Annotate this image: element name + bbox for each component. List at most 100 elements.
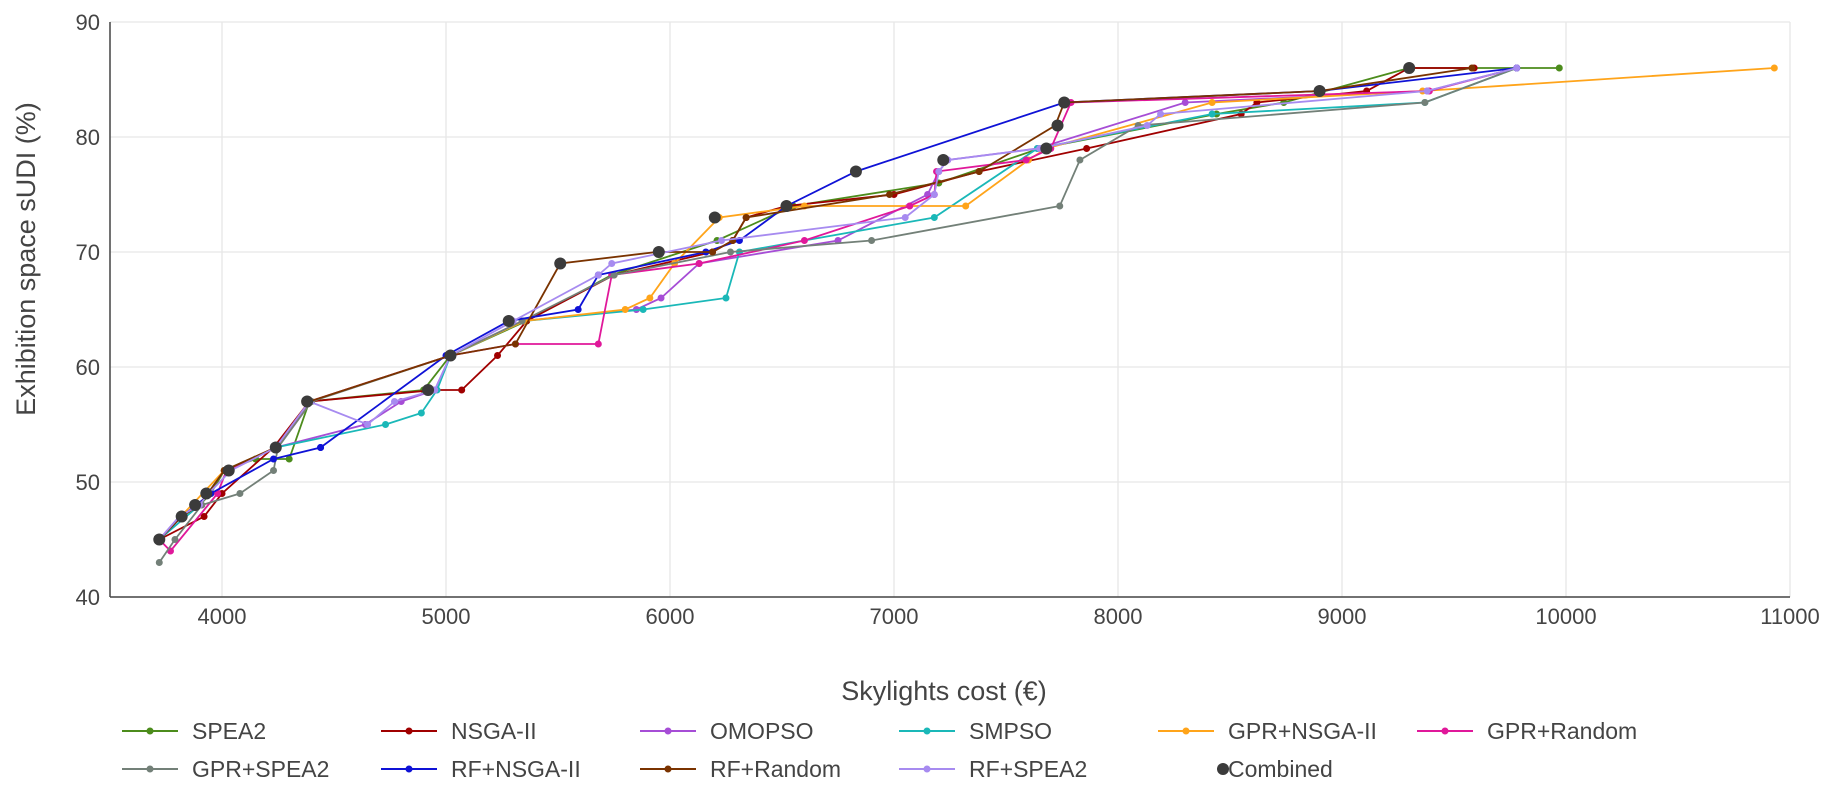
data-point	[657, 294, 665, 302]
legend-swatch-marker	[405, 727, 413, 735]
legend-item[interactable]: NSGA-II	[381, 718, 537, 744]
x-tick-label: 6000	[646, 604, 695, 629]
data-point	[1143, 122, 1151, 129]
combined-point	[849, 165, 862, 178]
data-point	[594, 340, 602, 348]
x-tick-label: 11000	[1760, 604, 1820, 629]
data-point	[1555, 64, 1563, 72]
data-point	[1421, 99, 1429, 106]
data-point	[417, 409, 425, 417]
series-line	[158, 67, 1518, 541]
combined-point	[189, 499, 202, 511]
x-axis-label: Skylights cost (€)	[841, 676, 1047, 706]
legend-label: GPR+Random	[1487, 718, 1637, 744]
legend-item[interactable]: OMOPSO	[640, 718, 814, 744]
data-point	[709, 248, 717, 256]
data-point	[718, 237, 726, 244]
series-rf-spea2	[155, 64, 1521, 543]
series-line	[158, 67, 1475, 541]
data-point	[594, 271, 602, 279]
combined-point	[222, 464, 235, 477]
data-point	[1208, 110, 1216, 118]
combined-series	[153, 62, 1416, 546]
legend-item[interactable]: RF+NSGA-II	[381, 756, 581, 782]
legend-swatch-marker	[923, 727, 931, 735]
data-point	[621, 306, 629, 313]
combined-point	[708, 211, 721, 224]
series-line	[158, 67, 1518, 564]
series-smpso	[155, 64, 1521, 543]
combined-point	[269, 441, 282, 454]
series-gpr-spea2	[155, 64, 1521, 566]
combined-point	[153, 533, 166, 546]
data-point	[200, 513, 208, 520]
data-point	[930, 214, 938, 221]
data-point	[270, 467, 278, 474]
legend-swatch-marker	[664, 727, 672, 735]
combined-point	[937, 154, 950, 166]
data-point	[458, 386, 466, 394]
legend-item[interactable]: Combined	[1217, 756, 1333, 782]
data-point	[886, 191, 894, 198]
data-point	[726, 248, 734, 256]
data-point	[930, 191, 938, 198]
data-point	[1423, 87, 1431, 95]
combined-point	[554, 257, 567, 270]
data-point	[742, 214, 750, 221]
series-omopso	[155, 64, 1521, 543]
series-layer	[155, 64, 1778, 566]
data-point	[364, 421, 372, 428]
legend-item[interactable]: GPR+Random	[1417, 718, 1637, 744]
series-line	[158, 67, 1517, 541]
x-tick-label: 8000	[1094, 604, 1143, 629]
legend-item[interactable]: RF+Random	[640, 756, 841, 782]
data-point	[171, 536, 179, 543]
legend-swatch-marker	[146, 727, 154, 735]
legend-label: NSGA-II	[451, 718, 537, 744]
x-tick-label: 7000	[870, 604, 919, 629]
series-line	[158, 67, 1517, 553]
data-point	[1181, 99, 1189, 106]
legend-item[interactable]: RF+SPEA2	[899, 756, 1087, 782]
legend-label: RF+NSGA-II	[451, 756, 581, 782]
legend-label: GPR+SPEA2	[192, 756, 329, 782]
x-tick-label: 10000	[1535, 604, 1596, 629]
series-gpr-nsga-ii	[155, 64, 1778, 543]
x-tick-label: 9000	[1318, 604, 1367, 629]
combined-point	[1058, 96, 1071, 109]
data-point	[236, 490, 244, 497]
data-point	[695, 260, 703, 267]
y-axis-label: Exhibition space sUDI (%)	[11, 102, 41, 416]
x-tick-label: 4000	[198, 604, 247, 629]
series-rf-random	[155, 64, 1476, 543]
y-tick-label: 40	[76, 585, 100, 610]
data-point	[285, 455, 293, 463]
legend-item[interactable]: SPEA2	[122, 718, 266, 744]
legend-swatch	[1217, 763, 1229, 775]
data-point	[574, 306, 582, 313]
combined-point	[1403, 62, 1416, 74]
series-line	[158, 67, 1517, 541]
data-point	[962, 202, 970, 210]
data-point	[270, 455, 278, 463]
legend-item[interactable]: SMPSO	[899, 718, 1052, 744]
y-tick-label: 70	[76, 240, 100, 265]
data-point	[975, 168, 983, 175]
data-point	[494, 352, 502, 359]
series-spea2	[155, 64, 1563, 543]
legend-item[interactable]: GPR+SPEA2	[122, 756, 329, 782]
series-rf-nsga-ii	[155, 64, 1521, 543]
legend-item[interactable]: GPR+NSGA-II	[1158, 718, 1377, 744]
combined-point	[1040, 142, 1053, 155]
legend-label: GPR+NSGA-II	[1228, 718, 1377, 744]
data-point	[906, 202, 914, 210]
data-point	[1770, 64, 1778, 72]
legend-label: OMOPSO	[710, 718, 814, 744]
series-line	[158, 67, 1473, 541]
data-point	[1056, 202, 1064, 210]
data-point	[390, 398, 398, 405]
combined-point	[652, 246, 665, 258]
data-point	[800, 237, 808, 244]
